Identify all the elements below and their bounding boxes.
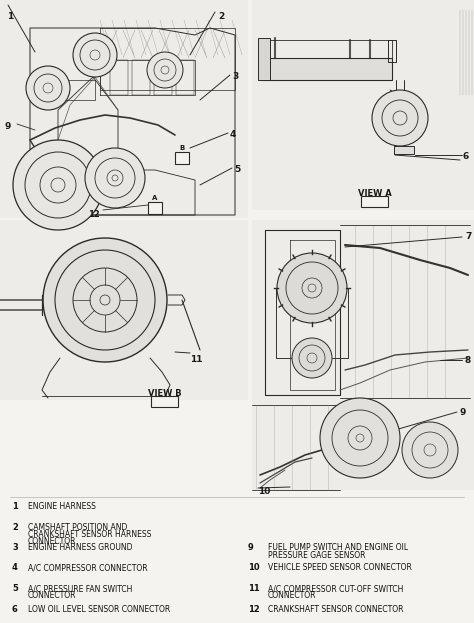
- Text: CONNECTOR: CONNECTOR: [28, 591, 76, 601]
- Bar: [152, 396, 179, 407]
- Text: 8: 8: [465, 356, 471, 365]
- Bar: [388, 40, 396, 62]
- Text: 12: 12: [88, 210, 100, 219]
- Text: ENGINE HARNESS GROUND: ENGINE HARNESS GROUND: [28, 543, 133, 552]
- Text: 10: 10: [258, 487, 270, 496]
- Text: CAMSHAFT POSITION AND: CAMSHAFT POSITION AND: [28, 523, 128, 531]
- Text: VEHICLE SPEED SENSOR CONNECTOR: VEHICLE SPEED SENSOR CONNECTOR: [268, 563, 412, 573]
- Text: ENGINE HARNESS: ENGINE HARNESS: [28, 502, 96, 511]
- Circle shape: [147, 52, 183, 88]
- Text: A/C PRESSURE FAN SWITCH: A/C PRESSURE FAN SWITCH: [28, 584, 132, 593]
- Bar: [148, 202, 162, 214]
- Bar: [0, 0, 248, 218]
- Text: CRANKSHAFT SENSOR HARNESS: CRANKSHAFT SENSOR HARNESS: [28, 530, 151, 539]
- Circle shape: [277, 253, 347, 323]
- Text: 11: 11: [190, 355, 202, 364]
- Circle shape: [26, 66, 70, 110]
- Text: A: A: [152, 195, 158, 201]
- Text: FUEL PUMP SWITCH AND ENGINE OIL: FUEL PUMP SWITCH AND ENGINE OIL: [268, 543, 408, 552]
- Text: 11: 11: [248, 584, 260, 593]
- Bar: [252, 220, 474, 400]
- Text: 2: 2: [12, 523, 18, 531]
- Text: 3: 3: [12, 543, 18, 552]
- Bar: [362, 196, 389, 207]
- Circle shape: [73, 33, 117, 77]
- Text: 6: 6: [463, 152, 469, 161]
- Bar: [258, 38, 270, 80]
- Circle shape: [372, 90, 428, 146]
- Text: VIEW B: VIEW B: [148, 389, 182, 398]
- Text: 4: 4: [230, 130, 237, 139]
- Text: VIEW A: VIEW A: [358, 189, 392, 198]
- Text: PRESSURE GAGE SENSOR: PRESSURE GAGE SENSOR: [268, 551, 365, 559]
- Text: 5: 5: [234, 165, 240, 174]
- Text: 2: 2: [218, 12, 224, 21]
- Text: 5: 5: [12, 584, 18, 593]
- Bar: [262, 58, 392, 80]
- Text: B: B: [179, 145, 185, 151]
- Circle shape: [13, 140, 103, 230]
- Text: A/C COMPRESSOR CUT-OFF SWITCH: A/C COMPRESSOR CUT-OFF SWITCH: [268, 584, 403, 593]
- Text: LOW OIL LEVEL SENSOR CONNECTOR: LOW OIL LEVEL SENSOR CONNECTOR: [28, 604, 170, 614]
- Bar: [0, 220, 248, 400]
- Circle shape: [402, 422, 458, 478]
- Text: CONNECTOR: CONNECTOR: [28, 538, 76, 546]
- Text: 1: 1: [12, 502, 18, 511]
- Circle shape: [43, 238, 167, 362]
- Text: CONNECTOR: CONNECTOR: [268, 591, 317, 601]
- Text: 1: 1: [7, 12, 13, 21]
- Text: A/C COMPRESSOR CONNECTOR: A/C COMPRESSOR CONNECTOR: [28, 563, 147, 573]
- Text: 9: 9: [5, 122, 11, 131]
- Text: 12: 12: [248, 604, 260, 614]
- Circle shape: [320, 398, 400, 478]
- Bar: [252, 400, 474, 490]
- Text: 4: 4: [12, 563, 18, 573]
- Bar: [262, 40, 392, 58]
- Text: CRANKSHAFT SENSOR CONNECTOR: CRANKSHAFT SENSOR CONNECTOR: [268, 604, 403, 614]
- Text: 9: 9: [248, 543, 254, 552]
- Circle shape: [292, 338, 332, 378]
- Text: 7: 7: [465, 232, 471, 241]
- Text: 6: 6: [12, 604, 18, 614]
- Circle shape: [85, 148, 145, 208]
- Text: 9: 9: [460, 408, 466, 417]
- Bar: [394, 146, 414, 154]
- Text: 3: 3: [232, 72, 238, 81]
- Bar: [175, 152, 189, 164]
- Text: 10: 10: [248, 563, 260, 573]
- Bar: [252, 0, 474, 210]
